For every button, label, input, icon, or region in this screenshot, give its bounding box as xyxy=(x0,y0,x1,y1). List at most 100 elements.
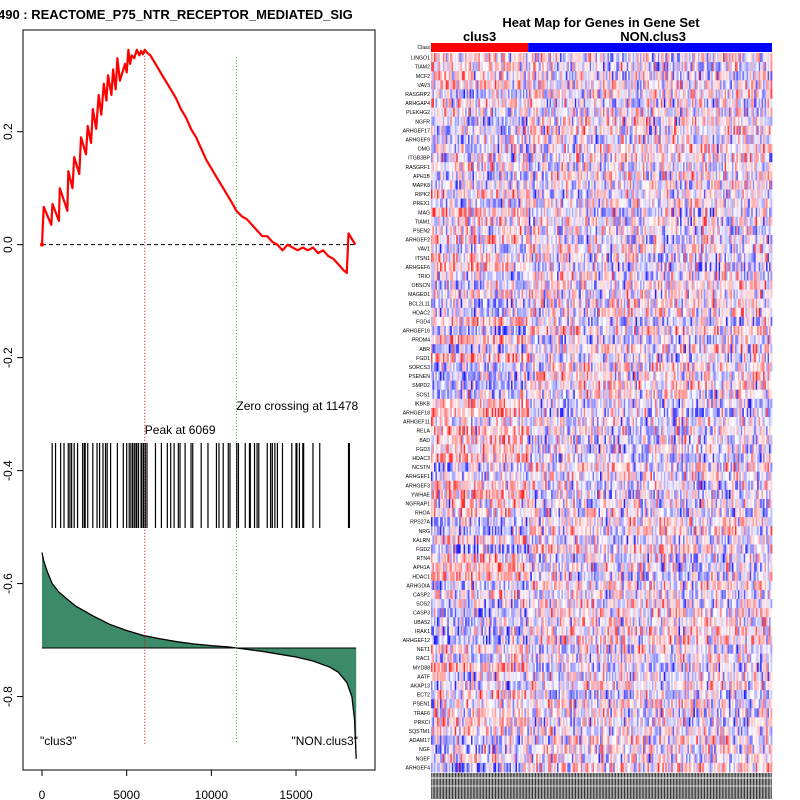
heatmap-cell xyxy=(691,71,694,81)
heatmap-cell xyxy=(605,53,608,63)
heatmap-cell xyxy=(567,98,570,108)
heatmap-cell xyxy=(731,62,734,72)
heatmap-cell xyxy=(729,80,731,90)
heatmap-cell xyxy=(723,162,725,172)
heatmap-cell xyxy=(650,125,653,136)
heatmap-cell xyxy=(493,71,496,81)
heatmap-cell xyxy=(557,153,559,163)
heatmap-cell xyxy=(611,153,614,163)
heatmap-cell xyxy=(548,162,550,172)
heatmap-cell xyxy=(518,71,521,81)
heatmap-cell xyxy=(499,162,502,172)
heatmap-cell xyxy=(509,62,512,72)
heatmap-cell xyxy=(558,89,561,99)
heatmap-cell xyxy=(558,171,561,181)
heatmap-cell xyxy=(497,89,500,99)
heatmap-cell xyxy=(471,71,473,81)
heatmap-cell xyxy=(708,89,711,99)
heatmap-cell xyxy=(617,189,620,199)
heatmap-cell xyxy=(484,116,487,127)
heatmap-cell xyxy=(752,153,755,163)
heatmap-cell xyxy=(531,189,534,199)
heatmap-cell xyxy=(588,107,590,118)
heatmap-cell xyxy=(662,80,665,90)
heatmap-cell xyxy=(555,171,558,181)
heatmap-cell xyxy=(561,134,564,145)
heatmap-cell xyxy=(718,98,721,108)
heatmap-cell xyxy=(558,134,561,145)
heatmap-cell xyxy=(662,107,665,118)
heatmap-cell xyxy=(565,162,568,172)
heatmap-cell xyxy=(697,180,700,190)
heatmap-cell xyxy=(629,98,632,108)
heatmap-cell xyxy=(733,71,736,81)
heatmap-cell xyxy=(733,180,736,190)
heatmap-cell xyxy=(752,116,755,127)
heatmap-cell xyxy=(709,62,712,72)
heatmap-cell xyxy=(431,53,433,63)
heatmap-cell xyxy=(620,89,623,99)
heatmap-cell xyxy=(503,134,506,145)
heatmap-cell xyxy=(724,107,727,118)
heatmap-cell xyxy=(614,89,617,99)
heatmap-cell xyxy=(699,116,702,127)
heatmap-cell xyxy=(607,71,610,81)
heatmap-cell xyxy=(540,162,543,172)
heatmap-cell xyxy=(476,144,479,154)
heatmap-cell xyxy=(594,171,596,181)
heatmap-cell xyxy=(577,107,580,118)
heatmap-cell xyxy=(496,116,499,127)
heatmap-cell xyxy=(737,180,740,190)
heatmap-cell xyxy=(448,71,451,81)
heatmap-cell xyxy=(697,162,700,172)
heatmap-cell xyxy=(717,98,719,108)
heatmap-cell xyxy=(706,125,709,136)
heatmap-cell xyxy=(694,98,697,108)
heatmap-cell xyxy=(435,125,438,136)
heatmap-cell xyxy=(466,116,469,127)
heatmap-cell xyxy=(561,107,564,118)
heatmap-cell xyxy=(459,189,461,199)
heatmap-cell xyxy=(643,180,645,190)
heatmap-cell xyxy=(484,62,487,72)
heatmap-cell xyxy=(598,53,601,63)
heatmap-cell xyxy=(645,171,648,181)
heatmap-cell xyxy=(554,71,556,81)
heatmap-cell xyxy=(660,116,663,127)
heatmap-cell xyxy=(471,98,473,108)
heatmap-cell xyxy=(640,134,642,145)
heatmap-cell xyxy=(611,162,614,172)
heatmap-cell xyxy=(488,80,491,90)
heatmap-cell xyxy=(760,144,762,154)
heatmap-cell xyxy=(605,116,608,127)
heatmap-cell xyxy=(564,89,567,99)
heatmap-cell xyxy=(620,144,623,154)
heatmap-cell xyxy=(622,162,625,172)
heatmap-cell xyxy=(594,98,596,108)
heatmap-cell xyxy=(494,107,497,118)
heatmap-cell xyxy=(723,189,725,199)
heatmap-cell xyxy=(490,89,493,99)
heatmap-cell xyxy=(451,180,454,190)
heatmap-cell xyxy=(567,89,570,99)
heatmap-cell xyxy=(613,62,616,72)
heatmap-cell xyxy=(764,89,767,99)
heatmap-cell xyxy=(565,89,568,99)
heatmap-cell xyxy=(697,116,700,127)
heatmap-cell xyxy=(666,144,669,154)
heatmap-cell xyxy=(687,162,690,172)
heatmap-cell xyxy=(577,189,580,199)
heatmap-cell xyxy=(657,71,660,81)
heatmap-cell xyxy=(476,98,479,108)
heatmap-cell xyxy=(540,89,543,99)
heatmap-cell xyxy=(758,116,761,127)
heatmap-cell xyxy=(641,189,644,199)
heatmap-cell xyxy=(519,89,522,99)
heatmap-cell xyxy=(647,125,650,136)
heatmap-cell xyxy=(567,62,570,72)
heatmap-cell xyxy=(672,89,675,99)
heatmap-cell xyxy=(638,89,641,99)
heatmap-cell xyxy=(447,98,450,108)
heatmap-cell xyxy=(718,180,721,190)
heatmap-cell xyxy=(734,162,737,172)
